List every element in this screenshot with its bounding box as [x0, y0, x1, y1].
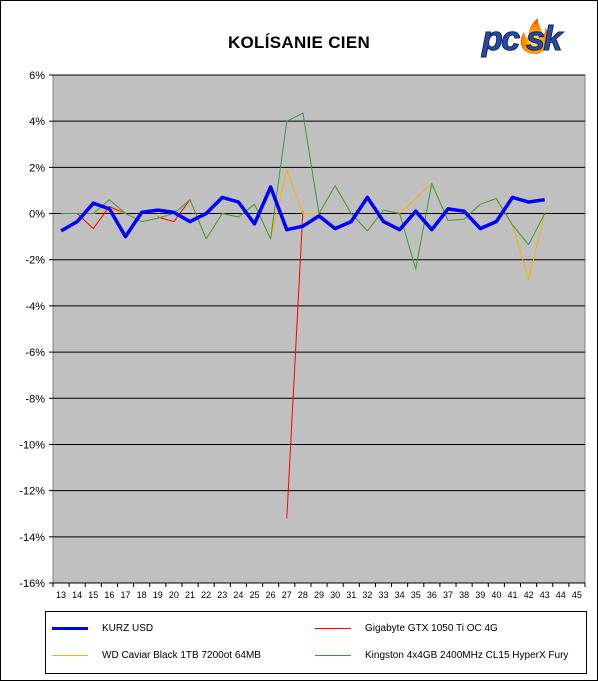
x-tick-label: 40 — [491, 590, 501, 600]
x-tick-label: 23 — [217, 590, 227, 600]
x-tick-label: 20 — [169, 590, 179, 600]
y-tick-label: -12% — [19, 486, 45, 498]
legend-swatch — [315, 654, 351, 656]
y-axis: 6% 4% 2% 0% -2% -4% -6% -8% -10% -12% -14% -16% — [19, 70, 53, 590]
x-tick-label: 33 — [378, 590, 388, 600]
chart-title: KOLÍSANIE CIEN — [227, 33, 371, 52]
y-tick-label: -6% — [25, 347, 45, 359]
x-axis: 13 14 15 16 17 18 19 20 21 22 23 24 25 26 27 28 29 30 31 32… — [52, 583, 586, 600]
x-tick-label: 45 — [572, 590, 582, 600]
x-tick-label: 26 — [266, 590, 276, 600]
x-tick-label: 41 — [507, 590, 517, 600]
pcosk-logo: pc sk — [481, 18, 566, 58]
x-tick-label: 15 — [88, 590, 98, 600]
y-tick-label: 2% — [29, 162, 45, 174]
svg-text:sk: sk — [526, 20, 564, 58]
y-tick-label: -2% — [25, 255, 45, 267]
y-tick-label: 6% — [29, 70, 45, 82]
y-tick-label: 0% — [29, 209, 45, 221]
x-tick-label: 19 — [153, 590, 163, 600]
x-tick-label: 44 — [556, 590, 566, 600]
series-line-kurz-usd — [60, 185, 545, 239]
x-tick-label: 29 — [314, 590, 324, 600]
plot-area — [52, 74, 586, 584]
x-tick-label: 16 — [104, 590, 114, 600]
x-tick-label: 14 — [72, 590, 82, 600]
x-tick-label: 13 — [56, 590, 66, 600]
series-lines — [60, 112, 546, 519]
x-tick-label: 28 — [298, 590, 308, 600]
legend-label: Gigabyte GTX 1050 Ti OC 4G — [365, 623, 498, 634]
flame-icon — [520, 18, 549, 54]
x-tick-label: 31 — [346, 590, 356, 600]
x-tick-label: 34 — [395, 590, 405, 600]
x-tick-label: 18 — [137, 590, 147, 600]
x-tick-label: 36 — [427, 590, 437, 600]
y-tick-label: -10% — [19, 439, 45, 451]
legend-item-gigabyte: Gigabyte GTX 1050 Ti OC 4G — [315, 622, 498, 636]
x-tick-label: 17 — [121, 590, 131, 600]
x-tick-label: 22 — [201, 590, 211, 600]
x-tick-label: 30 — [330, 590, 340, 600]
legend-item-kurz-usd: KURZ USD — [52, 622, 153, 636]
legend-item-kingston: Kingston 4x4GB 2400MHz CL15 HyperX Fury — [315, 649, 568, 663]
legend-label: Kingston 4x4GB 2400MHz CL15 HyperX Fury — [365, 650, 569, 661]
legend-label: KURZ USD — [102, 623, 154, 634]
legend: KURZ USD Gigabyte GTX 1050 Ti OC 4G WD C… — [45, 611, 587, 674]
legend-label: WD Caviar Black 1TB 7200ot 64MB — [102, 650, 261, 661]
series-line-gigabyte-gtx-1050-ti-oc-4g — [286, 211, 304, 519]
legend-swatch — [315, 627, 351, 629]
gridlines — [53, 74, 585, 584]
series-line-gigabyte-gtx-1050-ti-oc-4g — [157, 199, 191, 223]
legend-swatch — [52, 626, 88, 630]
x-tick-label: 37 — [443, 590, 453, 600]
logo-text: pc — [481, 20, 520, 58]
y-tick-label: -8% — [25, 393, 45, 405]
x-tick-label: 38 — [459, 590, 469, 600]
y-tick-label: -14% — [19, 532, 45, 544]
x-tick-label: 39 — [475, 590, 485, 600]
x-tick-label: 43 — [540, 590, 550, 600]
y-tick-label: -4% — [25, 301, 45, 313]
legend-item-wd-caviar: WD Caviar Black 1TB 7200ot 64MB — [52, 649, 261, 663]
x-tick-label: 25 — [250, 590, 260, 600]
y-tick-label: 4% — [29, 116, 45, 128]
x-tick-label: 27 — [282, 590, 292, 600]
x-tick-label: 35 — [411, 590, 421, 600]
series-line-kingston-4x4gb-2400mhz-cl15-hyperx-fury — [61, 112, 546, 270]
x-tick-label: 21 — [185, 590, 195, 600]
x-tick-label: 32 — [362, 590, 372, 600]
legend-swatch — [52, 654, 88, 656]
y-tick-label: -16% — [19, 578, 45, 590]
x-tick-label: 42 — [524, 590, 534, 600]
x-tick-label: 24 — [233, 590, 243, 600]
